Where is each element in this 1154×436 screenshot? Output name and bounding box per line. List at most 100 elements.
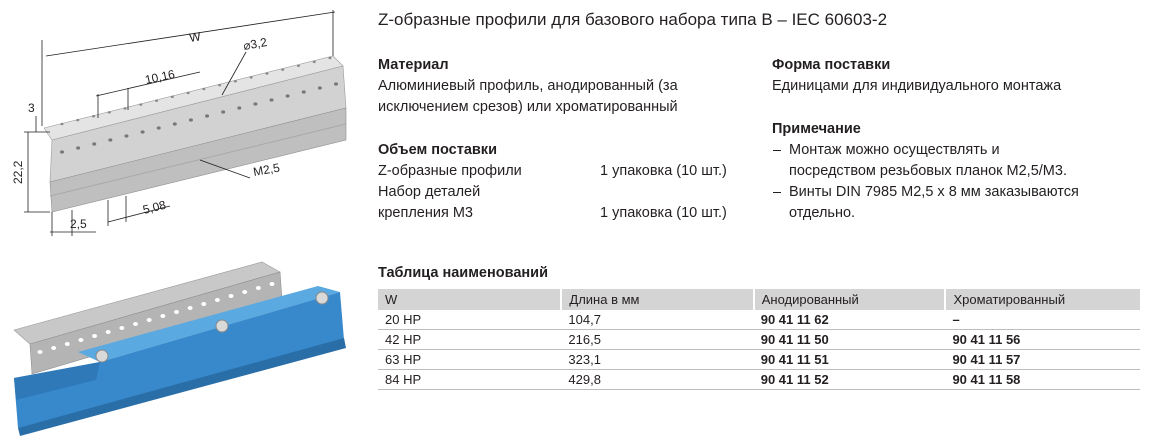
hole bbox=[265, 72, 269, 75]
text-line: исключением срезов) или хроматированный bbox=[378, 99, 678, 115]
hole bbox=[155, 99, 159, 102]
hole bbox=[170, 95, 174, 99]
hole bbox=[92, 115, 96, 118]
hole bbox=[242, 290, 248, 294]
hole bbox=[202, 87, 206, 91]
hole bbox=[187, 306, 193, 310]
hole bbox=[51, 346, 57, 350]
note-line: Винты DIN 7985 М2,5 x 8 мм заказываются bbox=[772, 182, 1079, 203]
hole bbox=[107, 111, 111, 114]
hole bbox=[119, 326, 125, 330]
hole bbox=[60, 150, 64, 154]
hole bbox=[105, 330, 111, 334]
hole bbox=[173, 310, 179, 314]
hole bbox=[156, 126, 161, 130]
hole bbox=[186, 91, 190, 95]
hole bbox=[188, 118, 193, 122]
page-title: Z-образные профили для базового набора т… bbox=[378, 10, 888, 29]
hole bbox=[249, 76, 253, 79]
header-row: W Длина в мм Анодированный Хроматированный bbox=[378, 289, 1140, 310]
scope-section: Объем поставки Z-образные профили Набор … bbox=[378, 140, 750, 224]
hole bbox=[218, 83, 222, 87]
table-row: 42 HP 216,5 90 41 11 50 90 41 11 56 bbox=[378, 329, 1140, 350]
hole bbox=[76, 146, 81, 150]
dim-label: W bbox=[188, 29, 202, 45]
table-cell: 42 HP bbox=[378, 329, 562, 350]
table-cell: 63 HP bbox=[378, 349, 562, 370]
hole bbox=[253, 102, 258, 106]
designation-table: W Длина в мм Анодированный Хроматированный … bbox=[378, 289, 1140, 390]
table-cell: 216,5 bbox=[561, 329, 754, 350]
hole bbox=[221, 110, 226, 114]
hole bbox=[139, 103, 143, 106]
hole bbox=[328, 56, 332, 60]
section-heading: Примечание bbox=[772, 121, 861, 137]
hole bbox=[76, 118, 80, 122]
dim-label: 22,2 bbox=[11, 160, 25, 184]
hole bbox=[214, 298, 220, 302]
note-section: Примечание Монтаж можно осуществлять и п… bbox=[772, 119, 1079, 224]
column-header: W bbox=[378, 289, 562, 310]
table-row: 20 HP 104,7 90 41 11 62– bbox=[378, 310, 1140, 330]
table-cell: 429,8 bbox=[561, 369, 754, 390]
table-cell: 104,7 bbox=[561, 310, 754, 330]
hole bbox=[64, 342, 70, 346]
hole bbox=[301, 90, 306, 94]
note-line: посредством резьбовых планок М2,5/М3. bbox=[789, 163, 1067, 179]
hole bbox=[296, 64, 300, 67]
hole bbox=[255, 286, 261, 290]
hole bbox=[205, 114, 210, 118]
item-name: крепления М3 bbox=[378, 205, 473, 221]
product-photo bbox=[13, 261, 346, 436]
item-qty: 1 упаковка (10 шт.) bbox=[600, 205, 727, 221]
text-line: Единицами для индивидуального монтажа bbox=[772, 78, 1062, 94]
hole bbox=[92, 142, 97, 146]
table-cell: 323,1 bbox=[561, 349, 754, 370]
dim-label: 3 bbox=[28, 101, 35, 115]
section-heading: Объем поставки bbox=[378, 142, 497, 158]
hole bbox=[160, 314, 166, 318]
hole bbox=[133, 322, 139, 326]
hole bbox=[124, 134, 129, 138]
dim-label: M2,5 bbox=[252, 160, 281, 178]
hole bbox=[233, 80, 237, 83]
table-cell: – bbox=[945, 310, 1140, 330]
column-header: Хроматированный bbox=[944, 289, 1140, 310]
table-row: 84 HP 429,8 90 41 11 52 90 41 11 58 bbox=[378, 369, 1140, 390]
hole bbox=[172, 122, 177, 126]
technical-drawing: W ⌀3,2 10,16 3 22,2 M2,5 2,5 5,08 bbox=[11, 10, 347, 236]
table-cell: 90 41 11 56 bbox=[945, 329, 1140, 350]
dim-label: 2,5 bbox=[70, 217, 87, 231]
hole bbox=[146, 318, 152, 322]
hole bbox=[281, 68, 285, 71]
table-cell: 20 HP bbox=[378, 310, 562, 330]
table-cell: 90 41 11 50 bbox=[753, 329, 946, 350]
hole bbox=[140, 130, 145, 134]
hole bbox=[269, 282, 275, 286]
note-line: отдельно. bbox=[789, 205, 856, 221]
hole bbox=[312, 60, 316, 64]
hole bbox=[78, 338, 84, 342]
table-row: 63 HP 323,1 90 41 11 51 90 41 11 57 bbox=[378, 349, 1140, 370]
product-images: W ⌀3,2 10,16 3 22,2 M2,5 2,5 5,08 bbox=[11, 10, 347, 436]
hole bbox=[317, 86, 322, 90]
column-header: Анодированный bbox=[752, 289, 946, 310]
column-header: Длина в мм bbox=[560, 289, 754, 310]
hole bbox=[237, 106, 242, 110]
dim-label: 10,16 bbox=[144, 67, 177, 87]
hole bbox=[60, 122, 64, 126]
hole bbox=[269, 98, 274, 102]
table-cell: 90 41 11 52 bbox=[753, 369, 946, 390]
text-line: Алюминиевый профиль, анодированный (за bbox=[378, 78, 678, 94]
hole bbox=[92, 334, 98, 338]
note-line: Монтаж можно осуществлять и bbox=[772, 140, 1079, 161]
table-cell: 90 41 11 57 bbox=[945, 349, 1140, 370]
material-section: Материал Алюминиевый профиль, анодирован… bbox=[378, 55, 678, 118]
dim-label: ⌀3,2 bbox=[242, 35, 268, 53]
item-name: Набор деталей bbox=[378, 184, 481, 200]
hole bbox=[228, 294, 234, 298]
dim-label: 5,08 bbox=[141, 198, 167, 217]
item-name: Z-образные профили bbox=[378, 163, 522, 179]
hole bbox=[334, 82, 338, 86]
